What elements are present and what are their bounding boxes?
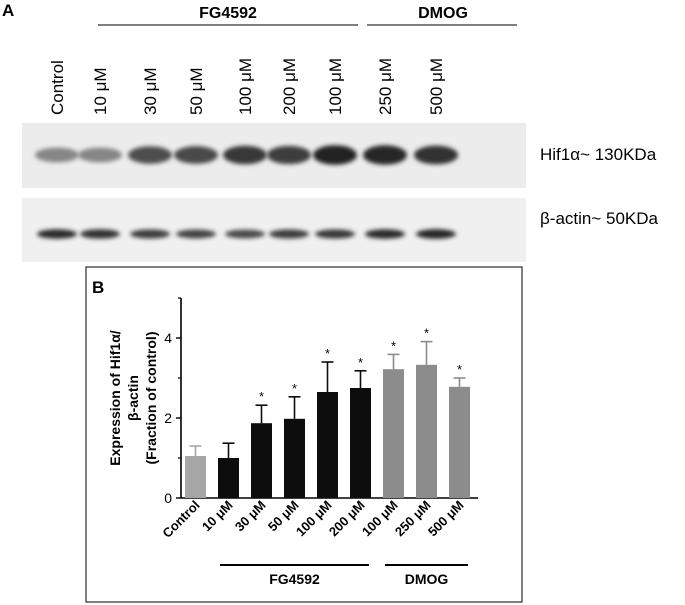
panel-b-frame <box>85 266 523 603</box>
blot-band <box>35 147 79 163</box>
hif1a-bands <box>35 145 458 165</box>
blot-band <box>313 145 357 165</box>
blot-band <box>174 146 218 164</box>
blot-band <box>269 229 309 239</box>
y-axis-label: Expression of Hif1α/ <box>107 330 123 466</box>
bar <box>251 423 272 498</box>
blot-band <box>315 229 355 239</box>
significance-marker: * <box>391 338 396 353</box>
y-axis-label: (Fraction of control) <box>143 332 159 465</box>
lane-labels: Control 10 μM 30 μM 50 μM 100 μM 200 μM 100 μM… <box>48 58 446 115</box>
x-tick-label: 100 μM <box>293 498 335 540</box>
bar-chart: 0 2 4 Expression of Hif1α/β-actin (Fraction … <box>107 297 478 587</box>
y-tick-label: 4 <box>164 330 172 346</box>
actin-bands <box>37 229 456 239</box>
actin-blot-label: β-actin~ 50KDa <box>540 209 659 228</box>
lane-label: 100 μM <box>236 58 255 115</box>
lane-label: 10 μM <box>91 67 110 115</box>
x-tick-label: 250 μM <box>392 498 434 540</box>
significance-marker: * <box>424 326 429 341</box>
blot-band <box>416 229 456 239</box>
hif1a-blot-label: Hif1α~ 130KDa <box>540 145 657 164</box>
significance-marker: * <box>292 381 297 396</box>
panel-b-label: B <box>92 278 104 297</box>
blot-band <box>363 145 407 165</box>
x-tick-label: 200 μM <box>326 498 368 540</box>
bar <box>185 456 206 498</box>
lane-label: 200 μM <box>280 58 299 115</box>
dmog-header-label: DMOG <box>418 5 468 22</box>
group-bracket-label: FG4592 <box>269 571 320 587</box>
panel-a-label: A <box>2 1 14 20</box>
blot-band <box>37 229 77 239</box>
blot-band <box>176 229 216 239</box>
x-tick-label: 10 μM <box>199 498 236 535</box>
bar <box>317 392 338 498</box>
significance-marker: * <box>259 389 264 404</box>
blot-band <box>225 229 265 239</box>
blot-band <box>80 229 120 239</box>
lane-group-headers: FG4592 DMOG <box>98 5 517 26</box>
x-tick-label: 100 μM <box>359 498 401 540</box>
blot-band <box>223 145 267 165</box>
lane-label: 100 μM <box>326 58 345 115</box>
significance-marker: * <box>457 362 462 377</box>
blot-band <box>267 145 311 165</box>
lane-label: 50 μM <box>187 67 206 115</box>
blot-band <box>130 229 170 239</box>
significance-marker: * <box>325 346 330 361</box>
bar <box>383 369 404 498</box>
lane-label: 30 μM <box>141 67 160 115</box>
fg4592-header-label: FG4592 <box>199 5 257 22</box>
bar <box>284 418 305 498</box>
lane-label: 500 μM <box>427 58 446 115</box>
blot-band <box>414 145 458 165</box>
y-tick-label: 0 <box>164 490 172 506</box>
blot-band <box>128 146 172 164</box>
hif1a-blot: Hif1α~ 130KDa <box>22 123 657 188</box>
bar <box>350 388 371 498</box>
bar <box>218 458 239 498</box>
bar <box>416 364 437 498</box>
bar <box>449 386 470 498</box>
x-tick-label: 30 μM <box>232 498 269 535</box>
significance-marker: * <box>358 355 363 370</box>
blot-band <box>365 229 405 239</box>
lane-label: 250 μM <box>376 58 395 115</box>
y-tick-label: 2 <box>164 410 172 426</box>
blot-band <box>78 147 122 163</box>
lane-label: Control <box>48 60 67 115</box>
group-bracket-label: DMOG <box>405 571 449 587</box>
y-axis-label: β-actin <box>125 375 141 421</box>
actin-blot: β-actin~ 50KDa <box>22 198 659 262</box>
x-tick-label: 500 μM <box>425 498 467 540</box>
